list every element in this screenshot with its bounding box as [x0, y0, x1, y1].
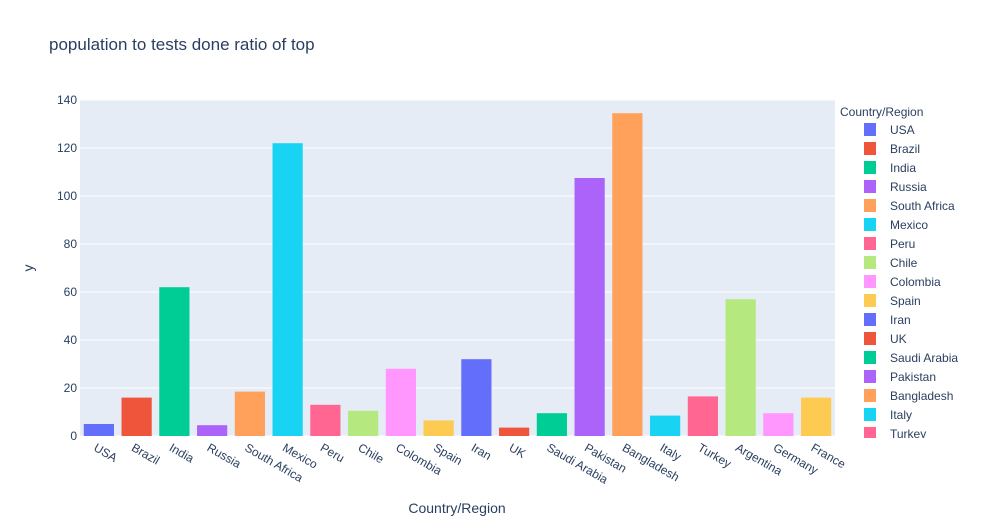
legend-swatch	[864, 351, 876, 364]
legend-label: USA	[890, 123, 915, 137]
y-tick-label: 140	[57, 93, 77, 107]
legend-item[interactable]: Russia	[864, 180, 927, 194]
bar-uk[interactable]	[499, 427, 530, 436]
legend-item[interactable]: Saudi Arabia	[864, 351, 958, 365]
legend-label: Russia	[890, 180, 927, 194]
y-axis-ticks: 0 20 40 60 80 100 120 140	[57, 93, 77, 443]
plot-area	[80, 100, 835, 436]
bar-pakistan[interactable]	[574, 178, 605, 436]
legend-item[interactable]: India	[864, 161, 916, 175]
bar-brazil[interactable]	[121, 397, 152, 436]
legend-label: Mexico	[890, 218, 928, 232]
bar-india[interactable]	[159, 287, 190, 436]
legend-item[interactable]: Iran	[864, 313, 911, 327]
x-tick-label: Russia	[205, 440, 244, 471]
bar-argentina[interactable]	[725, 299, 756, 436]
legend-swatch	[864, 218, 876, 231]
legend-item[interactable]: Italy	[864, 408, 912, 422]
y-tick-label: 40	[64, 333, 78, 347]
legend-label: India	[890, 161, 916, 175]
bar-france[interactable]	[801, 397, 832, 436]
chart-title: population to tests done ratio of top	[49, 35, 315, 54]
bar-iran[interactable]	[461, 359, 492, 436]
bar-colombia[interactable]	[385, 368, 416, 436]
legend-swatch	[864, 332, 876, 345]
y-axis-title: y	[20, 265, 36, 272]
gridlines	[80, 99, 835, 437]
legend-label: Colombia	[890, 275, 941, 289]
bar-usa[interactable]	[83, 424, 114, 436]
legend-swatch	[864, 275, 876, 288]
legend-item[interactable]: Spain	[864, 294, 921, 308]
legend-item[interactable]: Turkey	[864, 427, 926, 441]
bar-bangladesh[interactable]	[612, 113, 643, 436]
legend-item[interactable]: Bangladesh	[864, 389, 953, 403]
legend-label: Peru	[890, 237, 915, 251]
bar-russia[interactable]	[197, 425, 228, 436]
x-tick-label: Peru	[318, 440, 347, 465]
legend-swatch	[864, 427, 876, 438]
legend-item[interactable]: Mexico	[864, 218, 928, 232]
legend-item[interactable]: USA	[864, 123, 915, 137]
legend-label: UK	[890, 332, 907, 346]
legend-label: Saudi Arabia	[890, 351, 958, 365]
legend-swatch	[864, 370, 876, 383]
legend-swatch	[864, 237, 876, 250]
legend-swatch	[864, 294, 876, 307]
legend-item[interactable]: Chile	[864, 256, 918, 270]
legend-item[interactable]: Peru	[864, 237, 915, 251]
legend-item[interactable]: South Africa	[864, 199, 955, 213]
legend-item[interactable]: Brazil	[864, 142, 920, 156]
legend-label: Iran	[890, 313, 911, 327]
x-axis-title: Country/Region	[408, 500, 505, 516]
legend-label: Turkey	[890, 427, 926, 441]
legend[interactable]: USA Brazil India Russia South Africa Mexico Pe…	[864, 123, 958, 441]
legend-swatch	[864, 389, 876, 402]
legend-label: Brazil	[890, 142, 920, 156]
legend-swatch	[864, 256, 876, 269]
y-tick-label: 100	[57, 189, 77, 203]
bar-chile[interactable]	[348, 410, 379, 436]
x-tick-label: Brazil	[129, 440, 162, 467]
bar-italy[interactable]	[650, 415, 681, 436]
y-tick-label: 0	[70, 429, 77, 443]
x-tick-label: India	[167, 440, 197, 465]
legend-swatch	[864, 123, 876, 136]
legend-item[interactable]: UK	[864, 332, 907, 346]
legend-swatch	[864, 199, 876, 212]
legend-swatch	[864, 142, 876, 155]
bar-germany[interactable]	[763, 413, 794, 436]
legend-title: Country/Region	[840, 105, 923, 119]
legend-label: Italy	[890, 408, 912, 422]
x-tick-label: UK	[507, 440, 528, 460]
y-tick-label: 80	[64, 237, 78, 251]
x-tick-label: USA	[91, 440, 119, 464]
legend-swatch	[864, 408, 876, 421]
legend-swatch	[864, 313, 876, 326]
legend-swatch	[864, 161, 876, 174]
y-tick-label: 120	[57, 141, 77, 155]
legend-label: South Africa	[890, 199, 955, 213]
bar-saudi-arabia[interactable]	[536, 413, 567, 436]
bar-peru[interactable]	[310, 404, 341, 436]
bar-south-africa[interactable]	[234, 391, 265, 436]
legend-item[interactable]: Colombia	[864, 275, 941, 289]
legend-label: Chile	[890, 256, 918, 270]
bar-spain[interactable]	[423, 420, 454, 436]
legend-item[interactable]: Pakistan	[864, 370, 936, 384]
bar-turkey[interactable]	[687, 396, 718, 436]
bars	[83, 113, 832, 436]
x-tick-label: Chile	[356, 440, 387, 466]
x-tick-label: Iran	[469, 440, 494, 462]
legend-swatch	[864, 180, 876, 193]
bar-mexico[interactable]	[272, 143, 303, 436]
legend-label: Spain	[890, 294, 921, 308]
y-tick-label: 20	[64, 381, 78, 395]
legend-label: Bangladesh	[890, 389, 953, 403]
x-tick-label: Turkey	[695, 440, 733, 470]
legend-label: Pakistan	[890, 370, 936, 384]
y-tick-label: 60	[64, 285, 78, 299]
